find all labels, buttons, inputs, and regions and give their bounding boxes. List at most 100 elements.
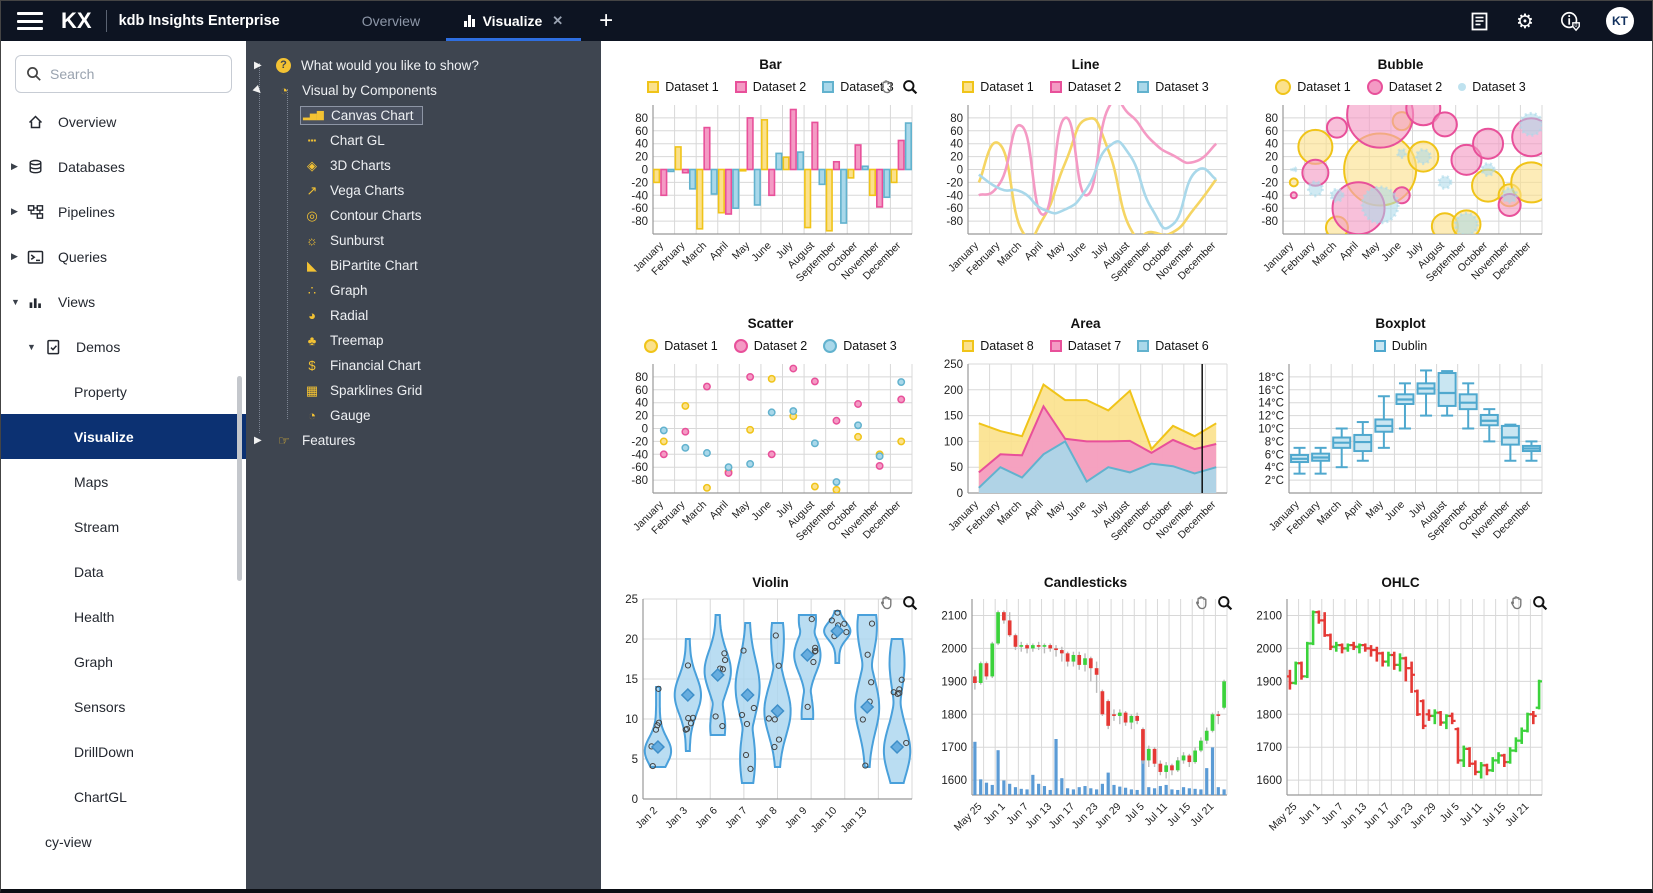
pan-hand-icon[interactable] (879, 595, 894, 611)
legend-item-3[interactable]: Dataset 6 (1137, 339, 1209, 353)
tree-item-treemap[interactable]: ♣ Treemap (246, 328, 601, 353)
sidebar-item-chartgl[interactable]: ChartGL (1, 774, 246, 819)
sidebar-item-cy-view[interactable]: cy-view (1, 819, 246, 864)
svg-text:-80: -80 (1261, 216, 1278, 228)
tree-item-3d-charts[interactable]: ◈ 3D Charts (246, 153, 601, 178)
pan-hand-icon[interactable] (879, 79, 894, 95)
legend-item-1[interactable]: Dataset 1 (962, 80, 1034, 94)
tree-item-what-would-you-like-to-show-[interactable]: ▶? What would you like to show? (246, 53, 601, 78)
tree-item-label: 3D Charts (330, 158, 391, 173)
sidebar-item-databases[interactable]: ▶ Databases (1, 144, 246, 189)
tree-item-radial[interactable]: ◕ Radial (246, 303, 601, 328)
sidebar-item-sensors[interactable]: Sensors (1, 684, 246, 729)
scatter-chart-card: Scatter Dataset 1 Dataset 2 Dataset 3 -80 -60… (613, 312, 928, 571)
tree-item-gauge[interactable]: ◔ Gauge (246, 403, 601, 428)
zoom-icon[interactable] (1532, 595, 1548, 611)
tab-visualize[interactable]: Visualize ✕ (442, 1, 585, 41)
caret-right-icon[interactable]: ▶ (11, 161, 18, 171)
caret-down-icon[interactable]: ▼ (27, 341, 36, 352)
svg-text:Jan 7: Jan 7 (723, 805, 750, 832)
tree-item-label: Sparklines Grid (330, 383, 423, 398)
legend-item-1[interactable]: Dataset 1 (644, 339, 718, 353)
pan-hand-icon[interactable] (1194, 595, 1209, 611)
sidebar-item-maps[interactable]: Maps (1, 459, 246, 504)
close-tab-icon[interactable]: ✕ (552, 13, 564, 28)
sidebar-item-queries[interactable]: ▶ Queries (1, 234, 246, 279)
search-box[interactable] (15, 55, 232, 93)
svg-text:1800: 1800 (941, 709, 967, 721)
caret-down-icon[interactable]: ▼ (11, 296, 20, 307)
violin-plot[interactable]: 0 5 10 15 20 25 Jan 2 Jan 3 Jan 6 Jan 7 Jan 8 Jan 9… (613, 593, 920, 843)
legend-item-2[interactable]: Dataset 7 (1049, 339, 1121, 353)
tree-item-bipartite-chart[interactable]: ◣ BiPartite Chart (246, 253, 601, 278)
sidebar-item-overview[interactable]: Overview (1, 99, 246, 144)
caret-right-icon[interactable]: ▶ (11, 206, 18, 216)
zoom-icon[interactable] (902, 595, 918, 611)
collapse-arrow-icon[interactable]: ▶ (254, 60, 262, 71)
search-input[interactable] (50, 66, 200, 82)
boxplot-plot[interactable]: 2°C4°C6°C8°C10°C12°C14°C16°C18°C JanuaryF… (1243, 358, 1550, 567)
tree-item-visual-by-components[interactable]: ▶ ◔ Visual by Components (246, 78, 601, 103)
sidebar-nav: Overview ▶ Databases ▶ Pipelines ▶ Queries ▼ Vie… (1, 99, 246, 864)
svg-text:Jul 15: Jul 15 (1480, 801, 1508, 829)
svg-text:-20: -20 (1261, 177, 1278, 189)
expand-arrow-icon[interactable]: ▶ (251, 83, 265, 98)
legend-item-3[interactable]: Dataset 3 (823, 339, 897, 353)
tree-item-vega-charts[interactable]: ↗ Vega Charts (246, 178, 601, 203)
svg-text:60: 60 (635, 126, 648, 138)
new-tab-button[interactable]: + (599, 7, 614, 34)
legend-square-marker (1137, 340, 1150, 352)
hamburger-menu-icon[interactable] (17, 12, 43, 30)
legend-item-1[interactable]: Dublin (1373, 339, 1427, 353)
tree-item-sparklines-grid[interactable]: ▦ Sparklines Grid (246, 378, 601, 403)
collapse-arrow-icon[interactable]: ▶ (254, 435, 262, 446)
zoom-icon[interactable] (1217, 595, 1233, 611)
sidebar-item-data[interactable]: Data (1, 549, 246, 594)
legend-item-3[interactable]: Dataset 3 (1137, 80, 1209, 94)
legend-item-1[interactable]: Dataset 1 (1275, 79, 1351, 95)
notes-icon[interactable] (1468, 10, 1490, 32)
area-plot[interactable]: 0 50 100 150 200 250 JanuaryFebruaryMarchApril… (928, 358, 1235, 567)
tab-overview[interactable]: Overview (340, 1, 442, 41)
sidebar-item-drilldown[interactable]: DrillDown (1, 729, 246, 774)
legend-item-2[interactable]: Dataset 2 (1366, 79, 1442, 95)
sidebar-item-health[interactable]: Health (1, 594, 246, 639)
sidebar-item-visualize[interactable]: Visualize (1, 414, 246, 459)
gear-icon[interactable]: ⚙ (1516, 10, 1534, 33)
sidebar-item-label: ChartGL (74, 788, 127, 805)
sidebar-item-pipelines[interactable]: ▶ Pipelines (1, 189, 246, 234)
legend-item-1[interactable]: Dataset 1 (647, 80, 719, 94)
sidebar-item-stream[interactable]: Stream (1, 504, 246, 549)
sidebar-item-demos[interactable]: ▼ Demos (1, 324, 246, 369)
legend-item-2[interactable]: Dataset 2 (734, 80, 806, 94)
sidebar-item-property[interactable]: Property (1, 369, 246, 414)
tree-item-chart-gl[interactable]: ▪▪▪ Chart GL (246, 128, 601, 153)
help-icon: ? (276, 58, 291, 73)
legend-item-1[interactable]: Dataset 8 (962, 339, 1034, 353)
sidebar-item-views[interactable]: ▼ Views (1, 279, 246, 324)
zoom-icon[interactable] (902, 79, 918, 95)
avatar[interactable]: KT (1606, 7, 1634, 35)
legend-item-2[interactable]: Dataset 2 (733, 339, 807, 353)
plot-tools (1194, 595, 1233, 611)
sidebar-item-graph[interactable]: Graph (1, 639, 246, 684)
pan-hand-icon[interactable] (1509, 595, 1524, 611)
about-icon[interactable]: 0 (1560, 10, 1582, 32)
tree-item-financial-chart[interactable]: $ Financial Chart (246, 353, 601, 378)
caret-right-icon[interactable]: ▶ (11, 251, 18, 261)
tree-item-contour-charts[interactable]: ◎ Contour Charts (246, 203, 601, 228)
tree-item-canvas-chart[interactable]: ▂▅▇ Canvas Chart (246, 103, 601, 128)
tree-item-sunburst[interactable]: ☼ Sunburst (246, 228, 601, 253)
tree-item-graph[interactable]: ∴ Graph (246, 278, 601, 303)
sidebar-scrollbar[interactable] (237, 376, 242, 581)
tree-item-features[interactable]: ▶ ☞ Features (246, 428, 601, 453)
legend-item-3[interactable]: Dataset 3 (1458, 80, 1526, 94)
legend-item-2[interactable]: Dataset 2 (1049, 80, 1121, 94)
legend-item-3[interactable]: Dataset 3 (822, 80, 894, 94)
